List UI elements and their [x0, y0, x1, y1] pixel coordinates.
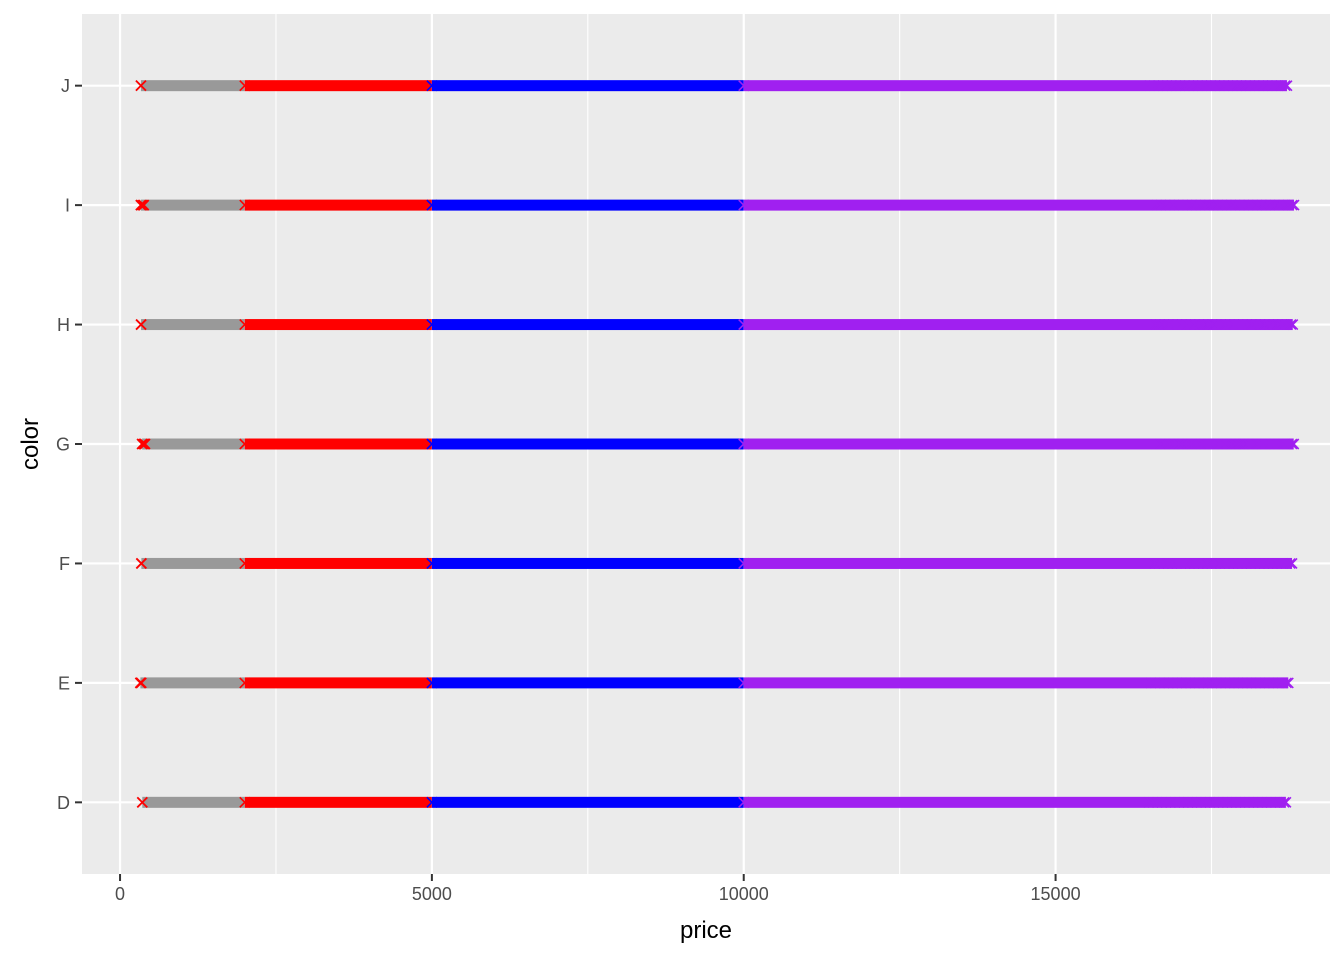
y-tick-label: F: [59, 554, 70, 574]
y-tick-label: E: [58, 673, 70, 693]
point-band-I-series-2: [239, 199, 438, 211]
low-price-point: [135, 318, 147, 331]
point-band-I-series-4: [738, 199, 1300, 211]
point-band-E-series-4: [738, 677, 1294, 689]
low-price-point: [138, 199, 150, 211]
x-axis-title: price: [680, 917, 732, 944]
x-tick-label: 15000: [1031, 884, 1081, 904]
low-price-point: [136, 438, 148, 450]
x-tick-label: 5000: [412, 884, 452, 904]
point-band-I-series-3: [426, 199, 750, 211]
low-price-point: [135, 199, 147, 211]
point-band-E-series-2: [239, 677, 438, 689]
point-band-J-series-3: [426, 80, 750, 92]
point-band-E-series-3: [426, 677, 750, 689]
low-price-point: [135, 80, 147, 92]
point-band-H-series-2: [239, 318, 438, 331]
axes: D E F G H I J 0 5000 10000 15000: [56, 76, 1081, 904]
point-band-F-series-1: [135, 557, 251, 570]
low-price-point: [135, 677, 147, 689]
x-tick-label: 0: [115, 884, 125, 904]
point-band-G-series-3: [426, 438, 750, 450]
y-tick-label: G: [56, 435, 70, 455]
point-band-F-series-3: [426, 557, 750, 570]
point-band-G-series-2: [239, 438, 438, 450]
point-band-D-series-4: [738, 796, 1292, 808]
point-band-D-series-2: [239, 796, 438, 808]
x-tick-label: 10000: [719, 884, 769, 904]
low-price-point: [136, 796, 148, 808]
point-band-I-series-1: [135, 199, 251, 211]
point-band-H-series-4: [738, 318, 1299, 331]
point-band-G-series-4: [738, 438, 1300, 450]
point-band-J-series-4: [738, 80, 1293, 92]
low-price-point: [135, 557, 148, 570]
point-band-J-series-1: [135, 80, 251, 92]
point-band-H-series-3: [426, 318, 750, 331]
low-price-point: [139, 438, 151, 450]
point-band-F-series-4: [738, 557, 1298, 570]
y-tick-label: J: [61, 76, 70, 96]
point-band-D-series-1: [136, 796, 251, 808]
point-band-F-series-2: [239, 557, 438, 570]
point-band-G-series-1: [136, 438, 251, 450]
y-tick-label: H: [57, 315, 70, 335]
y-axis-title: color: [17, 418, 44, 470]
y-tick-label: I: [65, 196, 70, 216]
point-band-J-series-2: [239, 80, 438, 92]
y-tick-label: D: [57, 793, 70, 813]
point-band-E-series-1: [134, 677, 251, 689]
point-band-D-series-3: [426, 796, 750, 808]
data-points: [134, 80, 1300, 808]
point-band-H-series-1: [135, 318, 251, 331]
